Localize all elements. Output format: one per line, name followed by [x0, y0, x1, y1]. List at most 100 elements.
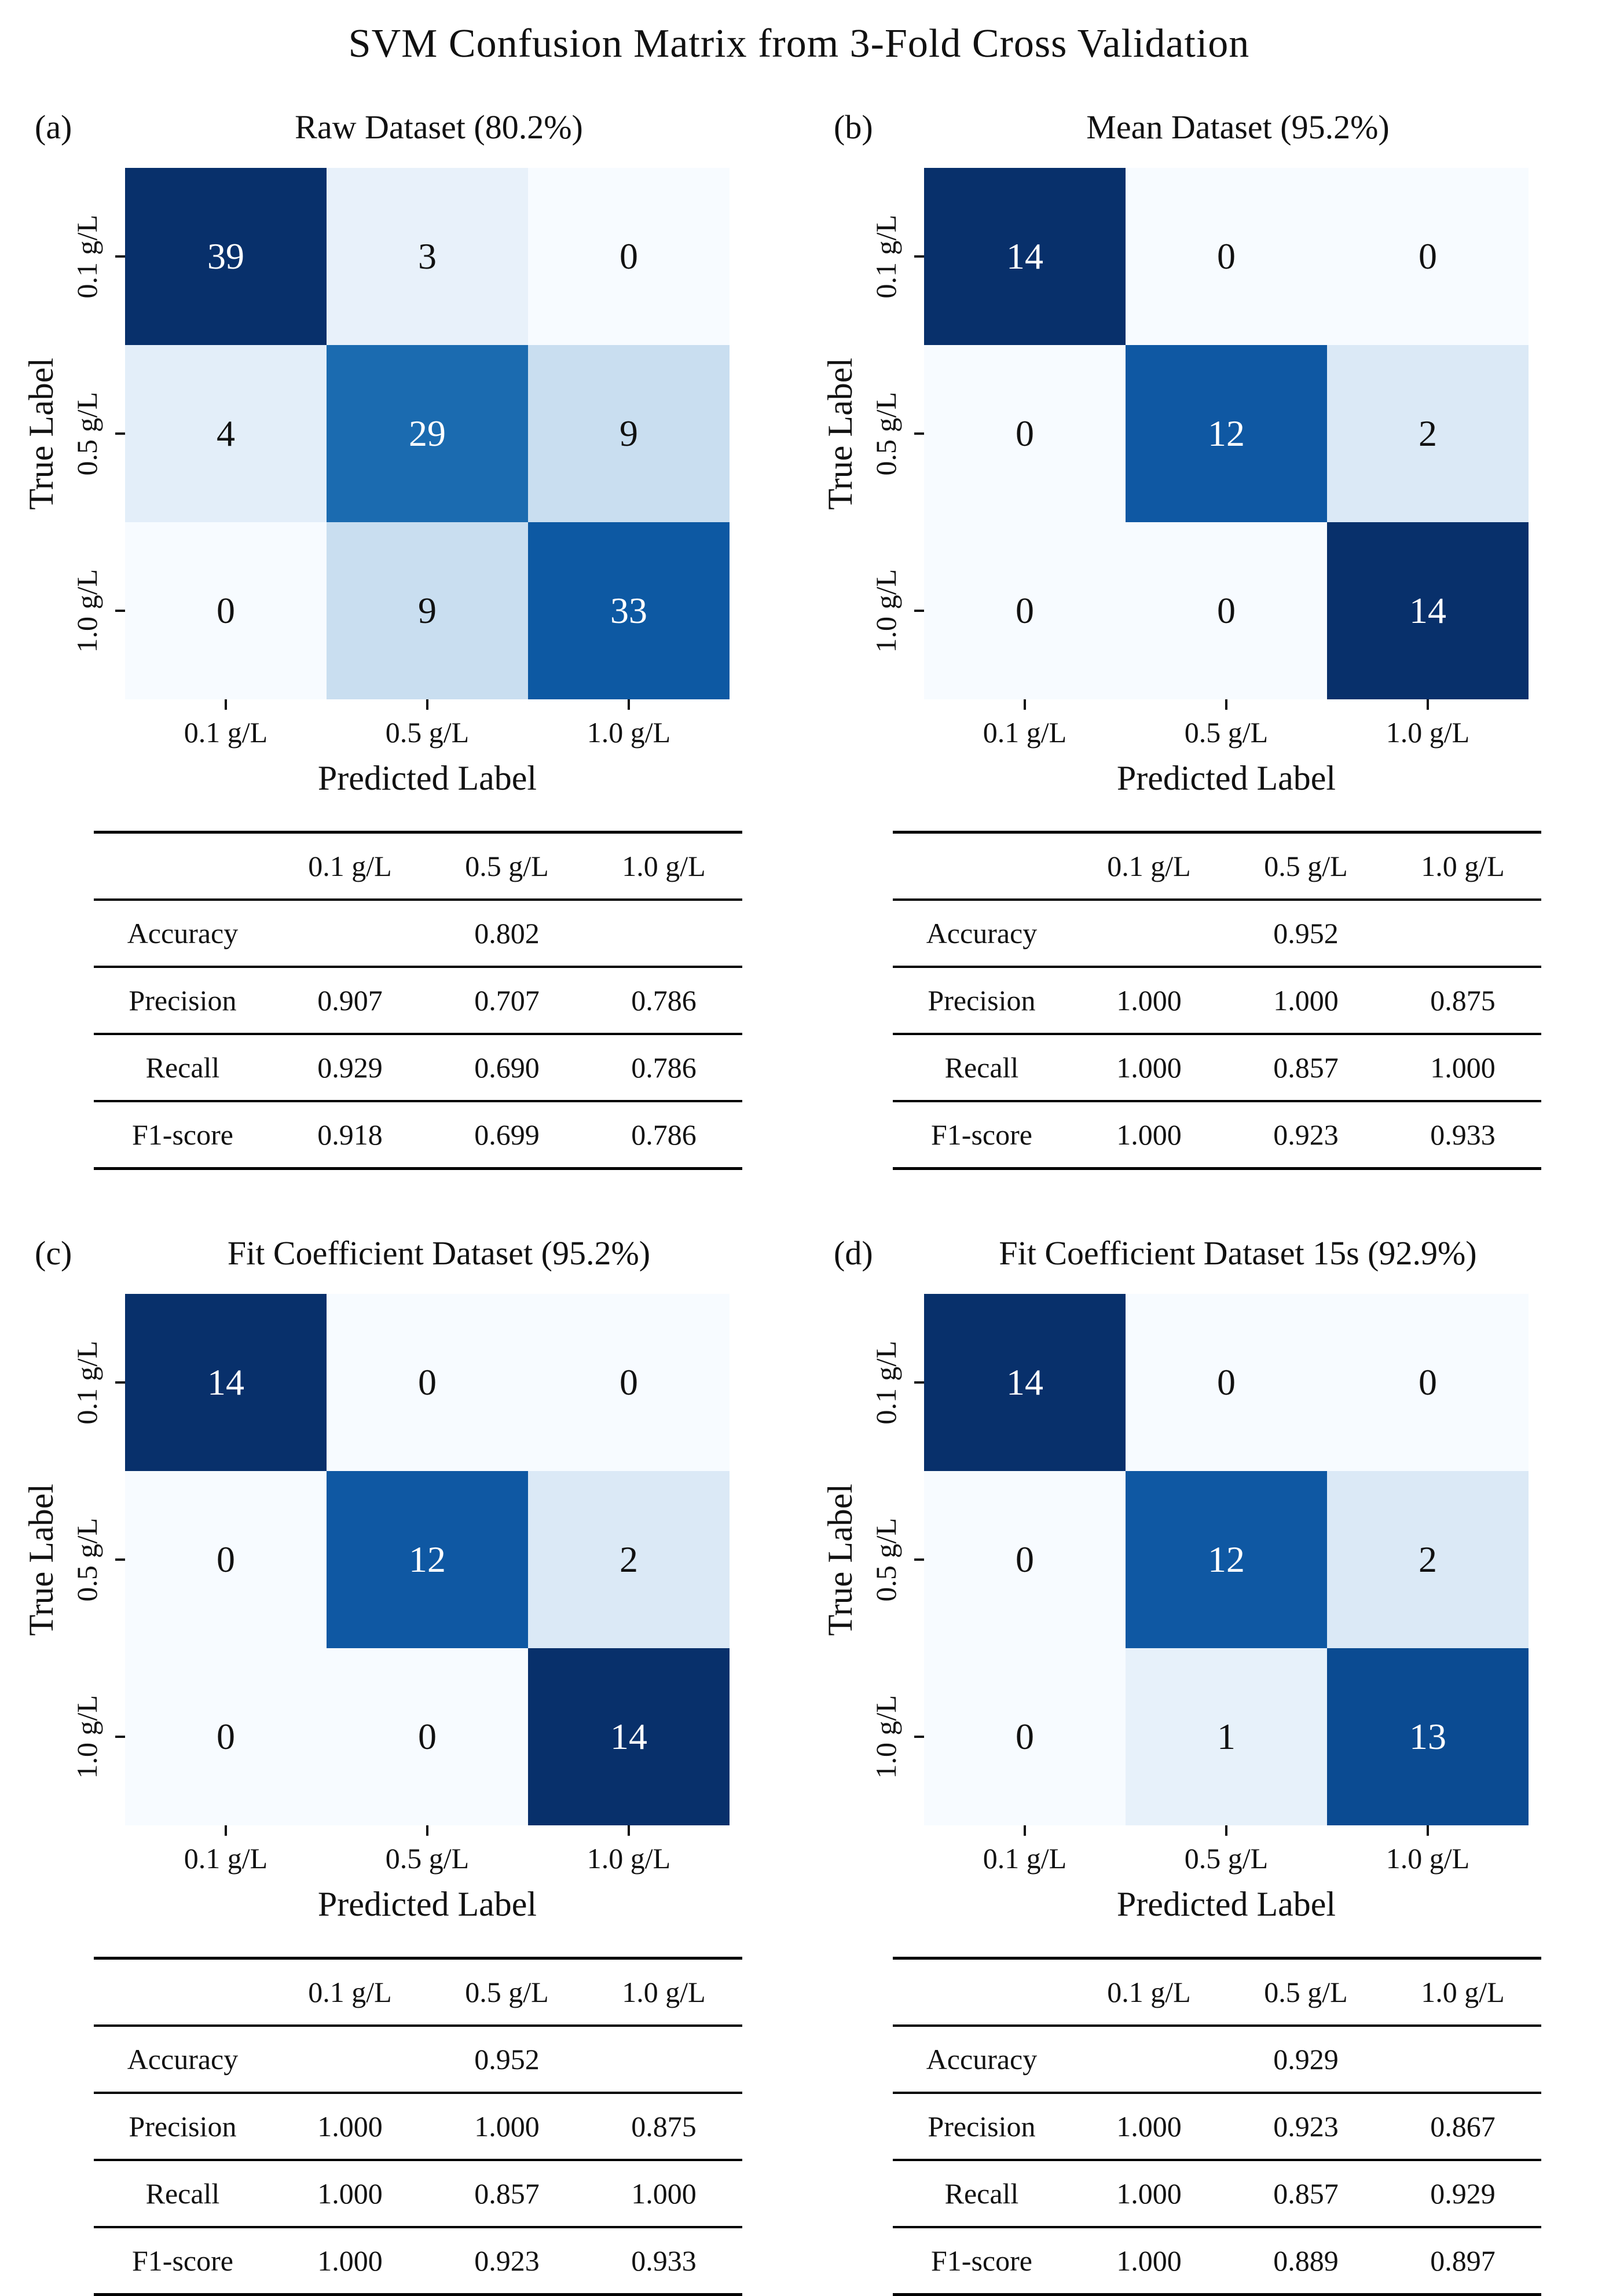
y-tick-text: 0.1 g/L — [71, 214, 103, 299]
y-tick-text: 0.1 g/L — [870, 214, 902, 299]
metrics-table: 0.1 g/L 0.5 g/L 1.0 g/L Accuracy 0.802 P… — [94, 831, 742, 1170]
panel-header: (a) Raw Dataset (80.2%) — [21, 108, 753, 168]
metrics-row-accuracy: Accuracy 0.929 — [893, 2026, 1541, 2093]
y-tick-label: 1.0 g/L — [61, 522, 112, 699]
y-axis-label: True Label — [820, 1483, 859, 1636]
table-cell: Accuracy — [926, 917, 1038, 949]
table-cell: 0.875 — [1430, 984, 1496, 1017]
y-tick-mark-cell — [911, 1648, 924, 1825]
x-tick-label: 1.0 g/L — [587, 716, 671, 749]
table-cell: F1-score — [930, 2244, 1032, 2277]
y-axis-label: True Label — [21, 357, 60, 510]
matrix-cell: 0 — [125, 1471, 327, 1648]
table-cell: F1-score — [131, 1118, 233, 1151]
table-cell: F1-score — [930, 1118, 1032, 1151]
heatmap-plot: True Label 0.1 g/L 0.5 g/L 1.0 g/L 14 0 … — [820, 168, 1598, 699]
table-cell: 0.923 — [1273, 1118, 1339, 1151]
matrix-cell: 2 — [1327, 345, 1529, 522]
y-tick-mark — [115, 1558, 125, 1561]
metrics-table: 0.1 g/L 0.5 g/L 1.0 g/L Accuracy 0.952 P… — [94, 1957, 742, 2296]
x-axis-label: Predicted Label — [317, 1885, 537, 1923]
matrix-cell: 14 — [924, 1294, 1126, 1471]
table-cell: 1.000 — [474, 2110, 540, 2143]
table-cell — [893, 1958, 1071, 2026]
x-tick-mark — [628, 1825, 630, 1836]
table-cell — [893, 832, 1071, 900]
y-tick-marks — [112, 1294, 125, 1825]
figure-title: SVM Confusion Matrix from 3-Fold Cross V… — [348, 21, 1250, 66]
x-tick-label: 0.1 g/L — [983, 716, 1067, 749]
table-cell: 0.907 — [317, 984, 383, 1017]
matrix-cell: 14 — [924, 168, 1126, 345]
table-cell: 1.000 — [1116, 2110, 1182, 2143]
table-cell: 0.5 g/L — [465, 1976, 549, 2008]
x-tick-mark-cell — [327, 699, 528, 713]
matrix-cell: 2 — [528, 1471, 730, 1648]
x-tick-labels: 0.1 g/L 0.5 g/L 1.0 g/L — [924, 1839, 1598, 1875]
x-tick-mark — [1225, 699, 1227, 710]
y-tick-label: 1.0 g/L — [860, 1648, 911, 1825]
y-tick-mark — [115, 610, 125, 612]
matrix-cell: 14 — [1327, 522, 1529, 699]
table-cell: 0.889 — [1273, 2244, 1339, 2277]
table-cell: 1.000 — [317, 2177, 383, 2210]
matrix-cell: 14 — [528, 1648, 730, 1825]
x-tick-marks — [924, 1825, 1598, 1839]
x-axis-label: Predicted Label — [1116, 1885, 1336, 1923]
metrics-row-recall: Recall 1.000 0.857 0.929 — [893, 2160, 1541, 2227]
table-cell — [585, 900, 742, 967]
table-cell: 0.857 — [1273, 1051, 1339, 1084]
table-cell: 1.000 — [1116, 1051, 1182, 1084]
table-cell: 0.1 g/L — [308, 850, 392, 882]
table-cell: 1.000 — [317, 2244, 383, 2277]
confusion-matrix-panel: (b) Mean Dataset (95.2%) True Label 0.1 … — [799, 108, 1598, 1170]
matrix-cell: 0 — [924, 1648, 1126, 1825]
table-cell: 1.000 — [1116, 2244, 1182, 2277]
table-cell: 0.5 g/L — [1264, 1976, 1348, 2008]
panel-header: (b) Mean Dataset (95.2%) — [820, 108, 1552, 168]
y-tick-mark-cell — [112, 1294, 125, 1471]
x-tick-mark — [1024, 699, 1026, 710]
x-tick-mark-cell — [528, 1825, 730, 1839]
table-cell: 0.952 — [474, 2043, 540, 2075]
table-cell: 1.0 g/L — [622, 850, 706, 882]
confusion-matrix: 14 0 0 0 12 2 0 1 13 — [924, 1294, 1529, 1825]
x-tick-marks — [125, 699, 799, 713]
table-cell: 0.1 g/L — [308, 1976, 392, 2008]
heatmap-plot: True Label 0.1 g/L 0.5 g/L 1.0 g/L 39 3 … — [21, 168, 799, 699]
table-cell: 0.897 — [1430, 2244, 1496, 2277]
metrics-row-recall: Recall 1.000 0.857 1.000 — [893, 1034, 1541, 1101]
table-cell: Recall — [145, 2177, 220, 2210]
table-cell: 0.857 — [474, 2177, 540, 2210]
table-cell: 0.699 — [474, 1118, 540, 1151]
matrix-cell: 0 — [924, 522, 1126, 699]
y-tick-label: 0.1 g/L — [860, 168, 911, 345]
metrics-row-f1score: F1-score 1.000 0.889 0.897 — [893, 2227, 1541, 2295]
y-axis-label-box: True Label — [21, 1294, 61, 1825]
y-tick-mark — [914, 1558, 924, 1561]
heatmap-plot: True Label 0.1 g/L 0.5 g/L 1.0 g/L 14 0 … — [820, 1294, 1598, 1825]
table-cell: 1.0 g/L — [622, 1976, 706, 2008]
table-cell: 0.707 — [474, 984, 540, 1017]
y-tick-mark — [115, 255, 125, 258]
panel-header: (d) Fit Coefficient Dataset 15s (92.9%) — [820, 1234, 1552, 1294]
x-axis-label: Predicted Label — [317, 759, 537, 797]
confusion-matrix: 39 3 0 4 29 9 0 9 33 — [125, 168, 730, 699]
table-cell: 0.933 — [631, 2244, 697, 2277]
table-cell: 0.802 — [474, 917, 540, 949]
x-tick-labels: 0.1 g/L 0.5 g/L 1.0 g/L — [125, 1839, 799, 1875]
y-tick-label: 0.5 g/L — [61, 1471, 112, 1648]
y-tick-text: 1.0 g/L — [71, 1695, 103, 1779]
table-cell: 0.786 — [631, 1118, 697, 1151]
table-cell: 0.933 — [1430, 1118, 1496, 1151]
y-tick-label: 0.5 g/L — [61, 345, 112, 522]
x-tick-label: 0.5 g/L — [1184, 716, 1269, 749]
metrics-row-accuracy: Accuracy 0.952 — [94, 2026, 742, 2093]
confusion-matrix: 14 0 0 0 12 2 0 0 14 — [924, 168, 1529, 699]
metrics-row-f1score: F1-score 0.918 0.699 0.786 — [94, 1101, 742, 1169]
table-cell: 0.857 — [1273, 2177, 1339, 2210]
matrix-cell: 0 — [125, 522, 327, 699]
y-tick-label: 0.1 g/L — [61, 1294, 112, 1471]
y-tick-marks — [911, 168, 924, 699]
x-tick-mark — [628, 699, 630, 710]
